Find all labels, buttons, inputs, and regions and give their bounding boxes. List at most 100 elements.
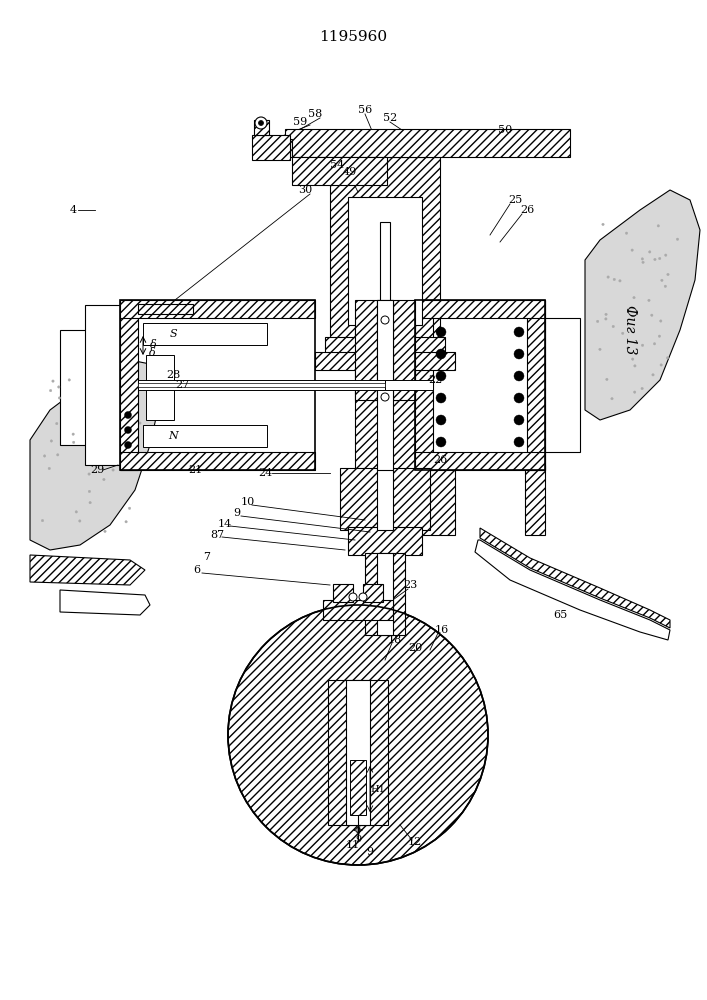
Bar: [138, 380, 385, 390]
Circle shape: [514, 349, 524, 359]
Bar: [120, 300, 138, 470]
Circle shape: [255, 117, 267, 129]
Circle shape: [50, 440, 52, 442]
Polygon shape: [585, 190, 700, 420]
Circle shape: [633, 391, 636, 393]
Text: 50: 50: [498, 125, 512, 135]
Circle shape: [125, 521, 127, 523]
Circle shape: [599, 348, 601, 351]
Circle shape: [667, 273, 670, 276]
Text: H1: H1: [370, 784, 385, 794]
Bar: [143, 425, 267, 447]
Circle shape: [631, 249, 633, 251]
Bar: [285, 129, 570, 157]
Circle shape: [436, 349, 446, 359]
Bar: [385, 380, 433, 390]
Bar: [527, 300, 545, 470]
Circle shape: [88, 473, 90, 475]
Circle shape: [657, 225, 660, 227]
Circle shape: [349, 593, 357, 601]
Circle shape: [56, 422, 58, 425]
Text: 11: 11: [346, 840, 360, 850]
Polygon shape: [30, 360, 160, 550]
Circle shape: [605, 313, 607, 316]
Circle shape: [103, 430, 105, 432]
Circle shape: [436, 415, 446, 425]
Bar: [415, 300, 545, 318]
Circle shape: [72, 433, 74, 435]
Circle shape: [641, 258, 643, 260]
Circle shape: [660, 279, 663, 282]
Bar: [415, 465, 455, 535]
Bar: [380, 222, 390, 355]
Circle shape: [621, 332, 624, 335]
Circle shape: [86, 433, 89, 436]
Circle shape: [124, 442, 132, 448]
Bar: [254, 120, 269, 135]
Bar: [120, 300, 315, 318]
Circle shape: [666, 357, 669, 359]
Circle shape: [648, 251, 651, 253]
Bar: [355, 300, 415, 470]
Circle shape: [75, 511, 78, 513]
Circle shape: [652, 374, 654, 376]
Circle shape: [228, 605, 488, 865]
Bar: [333, 584, 353, 602]
Circle shape: [631, 358, 634, 360]
Circle shape: [48, 467, 50, 470]
Bar: [340, 468, 430, 530]
Circle shape: [619, 280, 621, 282]
Bar: [377, 553, 393, 635]
Circle shape: [49, 389, 52, 392]
Circle shape: [57, 386, 60, 388]
Text: 26: 26: [520, 205, 534, 215]
Text: 54: 54: [330, 160, 344, 170]
Bar: [363, 584, 383, 602]
Text: Фиг 13: Фиг 13: [623, 305, 637, 355]
Circle shape: [602, 223, 604, 226]
Bar: [355, 300, 415, 400]
Circle shape: [514, 437, 524, 447]
Bar: [85, 305, 123, 465]
Bar: [146, 355, 174, 420]
Bar: [315, 352, 455, 370]
Polygon shape: [475, 540, 670, 640]
Circle shape: [359, 593, 367, 601]
Circle shape: [626, 347, 629, 349]
Bar: [373, 367, 397, 400]
Text: 52: 52: [383, 113, 397, 123]
Circle shape: [139, 422, 141, 424]
Circle shape: [514, 393, 524, 403]
Text: 7: 7: [204, 552, 211, 562]
Bar: [377, 300, 393, 400]
Bar: [348, 527, 422, 555]
Circle shape: [607, 276, 609, 278]
Circle shape: [633, 365, 636, 367]
Text: 25: 25: [508, 195, 522, 205]
Circle shape: [88, 490, 90, 493]
Bar: [292, 157, 387, 185]
Text: 23: 23: [403, 580, 417, 590]
Circle shape: [606, 378, 608, 381]
Text: 30: 30: [298, 185, 312, 195]
Circle shape: [436, 437, 446, 447]
Text: 16: 16: [435, 625, 449, 635]
Circle shape: [112, 469, 115, 471]
Text: 87: 87: [210, 530, 224, 540]
Circle shape: [259, 120, 264, 125]
Text: 58: 58: [308, 109, 322, 119]
Text: 21: 21: [188, 465, 202, 475]
Bar: [120, 300, 315, 470]
Text: 20: 20: [408, 643, 422, 653]
Bar: [415, 452, 545, 470]
Circle shape: [381, 316, 389, 324]
Circle shape: [611, 397, 613, 400]
Circle shape: [650, 314, 653, 316]
Circle shape: [664, 285, 667, 288]
Bar: [252, 135, 290, 160]
Text: 6: 6: [194, 565, 201, 575]
Circle shape: [144, 457, 146, 459]
Text: S: S: [169, 329, 177, 339]
Circle shape: [41, 519, 44, 522]
Text: 18: 18: [388, 635, 402, 645]
